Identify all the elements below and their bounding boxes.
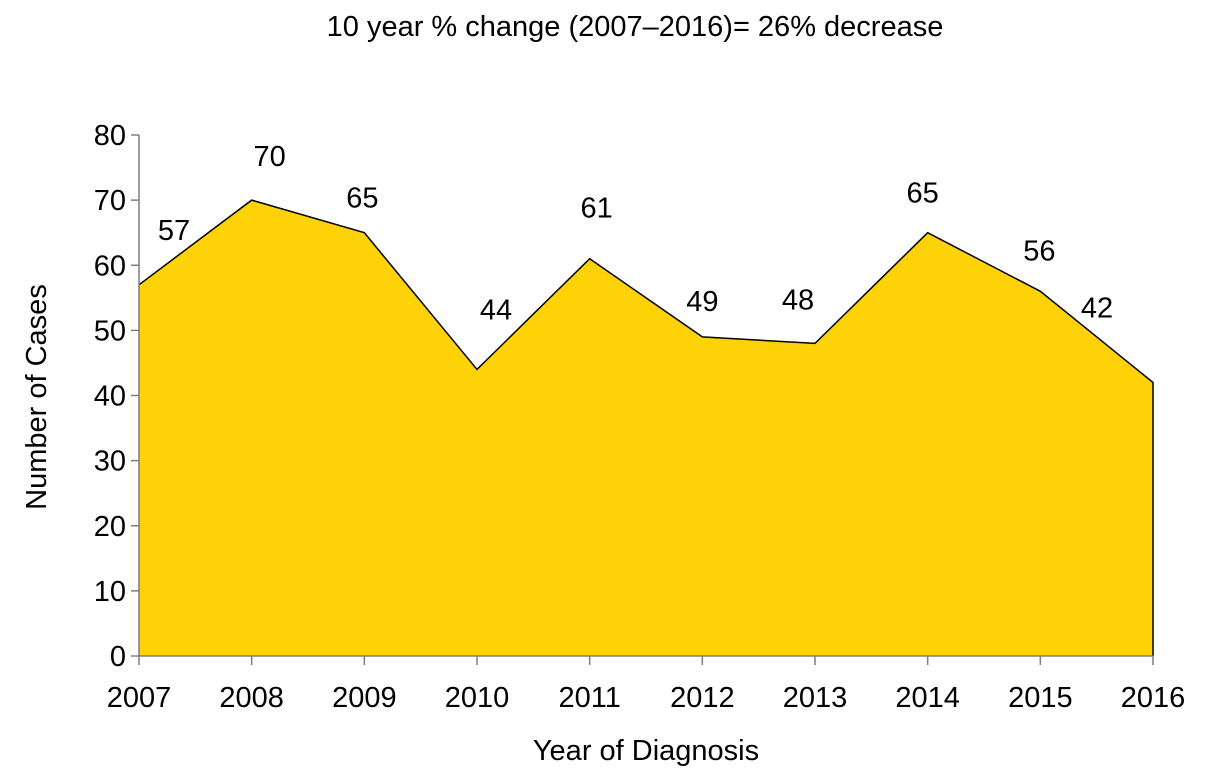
data-label: 44 — [480, 294, 512, 326]
data-label: 70 — [254, 141, 286, 173]
x-tick-label: 2015 — [1008, 682, 1073, 714]
area-outline — [138, 199, 1154, 656]
plot-area: 0 10 20 30 40 50 60 70 80 2007 2008 2009 2010 2011 201… — [94, 120, 1186, 714]
x-tick-label: 2014 — [895, 682, 960, 714]
x-tick-label: 2011 — [558, 682, 620, 714]
y-tick-label: 40 — [94, 381, 126, 413]
data-label: 56 — [1023, 235, 1055, 267]
y-tick-label: 10 — [94, 576, 126, 608]
x-tick-label: 2008 — [219, 682, 284, 714]
x-tick-label: 2010 — [445, 682, 510, 714]
data-label: 49 — [686, 286, 718, 318]
data-label: 42 — [1081, 292, 1113, 324]
x-tick-label: 2013 — [783, 682, 848, 714]
y-tick-label: 70 — [94, 185, 126, 217]
y-tick-label: 60 — [94, 250, 126, 282]
data-label: 48 — [782, 284, 814, 316]
y-tick-label: 50 — [94, 315, 126, 347]
data-label: 65 — [346, 183, 378, 215]
y-tick-label: 0 — [110, 641, 126, 673]
x-tick-label: 2016 — [1121, 682, 1186, 714]
x-axis-title: Year of Diagnosis — [533, 735, 759, 767]
y-axis-title: Number of Cases — [21, 284, 53, 510]
y-tick-label: 30 — [94, 446, 126, 478]
chart-title: 10 year % change (2007–2016)= 26% decrea… — [327, 11, 944, 43]
y-tick-label: 80 — [94, 120, 126, 152]
x-tick-label: 2009 — [332, 682, 397, 714]
data-label: 57 — [158, 215, 190, 247]
x-tick-label: 2012 — [670, 682, 735, 714]
y-tick-label: 20 — [94, 511, 126, 543]
x-tick-label: 2007 — [107, 682, 172, 714]
area-fill — [139, 200, 1153, 656]
data-label: 65 — [907, 178, 939, 210]
data-label: 61 — [581, 193, 613, 225]
